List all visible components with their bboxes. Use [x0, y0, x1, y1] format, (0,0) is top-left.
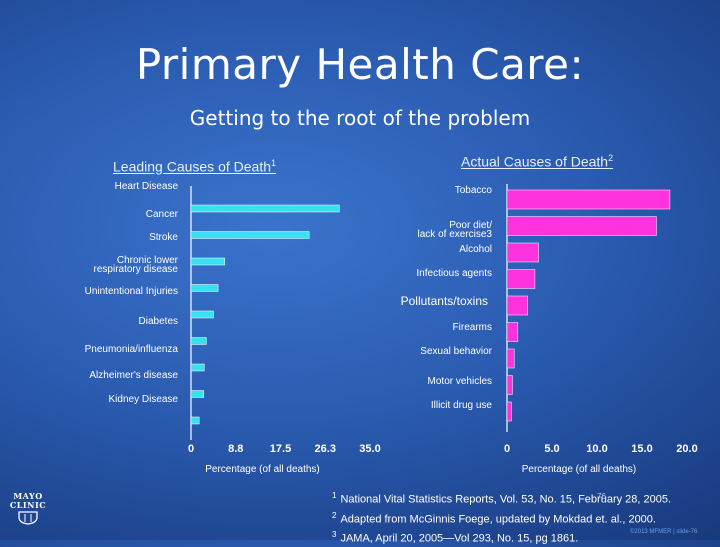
- footnote-3-text: JAMA, April 20, 2005—Vol 293, No. 15, pg…: [340, 532, 579, 545]
- footnote-1: 1 National Vital Statistics Reports, Vol.…: [332, 488, 671, 508]
- left-bar-2: [190, 231, 310, 239]
- right-chart-title: Actual Causes of Death2: [461, 153, 613, 170]
- right-bar-3: [506, 242, 539, 263]
- right-category-label-2-line-1: Poor diet/: [449, 220, 492, 231]
- right-category-label-9: Illicit drug use: [431, 400, 493, 411]
- left-chart-title: Leading Causes of Death1: [113, 158, 276, 175]
- right-category-label-5: Pollutants/toxins: [401, 294, 488, 308]
- left-category-label-5: Unintentional Injuries: [85, 286, 178, 297]
- page-number: 76: [597, 492, 606, 501]
- right-bar-6: [506, 322, 519, 342]
- copyright: ©2013 MFMER | slide-76: [630, 529, 698, 535]
- footnote-1-marker: 1: [332, 491, 337, 500]
- footnote-3-marker: 3: [332, 530, 337, 540]
- logo-line-1: MAYO: [13, 491, 43, 501]
- logo-line-2: CLINIC: [9, 500, 47, 510]
- right-chart-title-sup: 2: [608, 153, 614, 163]
- left-category-label-4-line-1: Chronic lower: [117, 255, 179, 266]
- right-tick-5: 20.0: [676, 443, 697, 455]
- left-tick-1: 0: [188, 443, 194, 455]
- right-category-label-2-line-2: lack of exercise3: [418, 229, 493, 240]
- left-category-label-7: Pneumonia/influenza: [85, 344, 179, 355]
- shield-icon: [18, 511, 38, 525]
- right-category-label-4: Infectious agents: [416, 268, 492, 279]
- left-bar-1: [190, 204, 340, 213]
- left-category-label-6: Diabetes: [139, 316, 178, 327]
- left-category-label-8: Alzheimer's disease: [89, 370, 178, 381]
- right-tick-2: 5.0: [544, 443, 559, 455]
- right-tick-4: 15.0: [631, 443, 652, 455]
- right-bar-4: [506, 269, 536, 289]
- left-bar-5: [190, 310, 214, 319]
- right-bar-9: [506, 401, 512, 422]
- footnote-3: 3 JAMA, April 20, 2005—Vol 293, No. 15, p…: [332, 527, 671, 547]
- left-bar-4: [190, 284, 219, 292]
- left-tick-2: 8.8: [228, 443, 243, 455]
- right-category-label-7: Sexual behavior: [420, 346, 492, 357]
- right-bar-1: [506, 189, 671, 210]
- left-category-label-4-line-2: respiratory disease: [94, 264, 179, 275]
- left-chart-title-text: Leading Causes of Death: [113, 158, 271, 175]
- footnote-2: 2 Adapted from McGinnis Foege, updated by…: [332, 508, 671, 528]
- right-bar-5: [506, 295, 528, 316]
- right-tick-3: 10.0: [586, 443, 607, 455]
- right-axis-label: Percentage (of all deaths): [522, 464, 637, 475]
- footnotes: 1 National Vital Statistics Reports, Vol.…: [332, 488, 671, 547]
- left-bar-3: [190, 257, 226, 266]
- left-axis-label: Percentage (of all deaths): [205, 464, 320, 475]
- left-bar-9: [190, 416, 200, 425]
- left-chart-title-sup: 1: [271, 158, 277, 168]
- slide-title: Primary Health Care:: [135, 40, 585, 89]
- left-bar-6: [190, 337, 207, 345]
- right-bar-7: [506, 348, 515, 369]
- left-category-label-1: Heart Disease: [115, 181, 179, 192]
- left-tick-4: 26.3: [315, 443, 336, 455]
- right-chart-title-text: Actual Causes of Death: [461, 153, 609, 170]
- left-bar-7: [190, 363, 205, 372]
- left-tick-5: 35.0: [359, 443, 380, 455]
- right-category-label-6: Firearms: [453, 322, 492, 333]
- left-bar-8: [190, 390, 205, 398]
- right-bar-2: [506, 216, 657, 236]
- left-category-label-3: Stroke: [149, 232, 178, 243]
- mayo-clinic-logo: MAYO CLINIC: [8, 492, 48, 529]
- right-category-label-8: Motor vehicles: [428, 376, 492, 387]
- footnote-1-text: National Vital Statistics Reports, Vol. …: [340, 493, 672, 506]
- footnote-2-text: Adapted from McGinnis Foege, updated by …: [340, 513, 656, 526]
- left-tick-3: 17.5: [270, 443, 291, 455]
- right-tick-1: 0: [504, 443, 510, 455]
- right-category-label-1: Tobacco: [455, 185, 493, 196]
- right-category-label-3: Alcohol: [459, 244, 492, 255]
- right-bar-8: [506, 375, 513, 395]
- left-category-label-9: Kidney Disease: [109, 394, 179, 405]
- left-category-label-2: Cancer: [146, 209, 179, 220]
- footnote-2-marker: 2: [332, 510, 337, 520]
- slide-subtitle: Getting to the root of the problem: [189, 106, 531, 130]
